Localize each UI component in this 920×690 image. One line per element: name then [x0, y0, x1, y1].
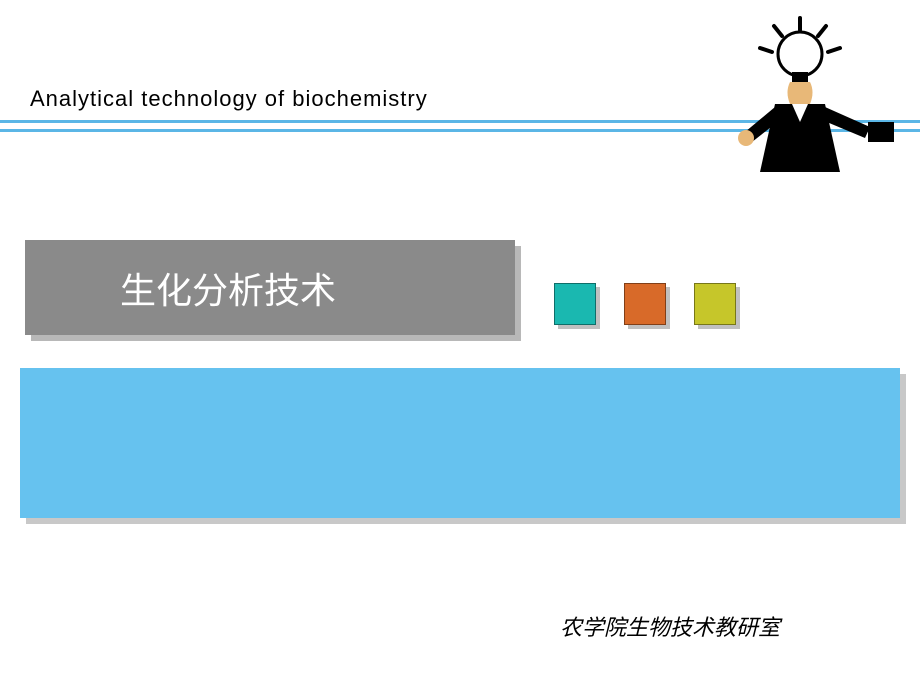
title-text: 生化分析技术	[120, 262, 336, 314]
bulb-glass	[778, 32, 822, 76]
decor-square	[624, 283, 666, 325]
subtitle-text: Analytical technology of biochemistry	[30, 86, 428, 112]
decor-square	[554, 283, 596, 325]
content-bar	[20, 368, 900, 518]
briefcase	[868, 122, 894, 142]
hand-left	[738, 130, 754, 146]
decor-square	[694, 283, 736, 325]
footer-text: 农学院生物技术教研室	[560, 610, 780, 642]
lightbulb-person-icon	[730, 12, 900, 172]
title-box: 生化分析技术	[25, 240, 515, 335]
face	[788, 82, 813, 104]
bulb-base	[792, 72, 808, 82]
